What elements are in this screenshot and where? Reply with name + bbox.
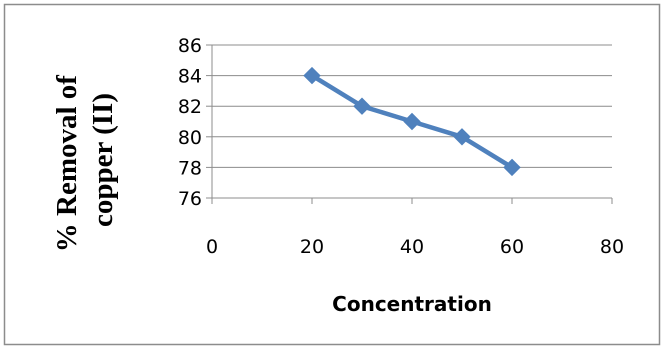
y-axis-title-line-1: % Removal of xyxy=(51,75,83,253)
x-tick-label-60: 60 xyxy=(500,236,524,258)
data-point-30 xyxy=(353,97,371,115)
data-point-40 xyxy=(403,112,421,131)
data-point-60 xyxy=(503,158,521,177)
y-tick-label-78: 78 xyxy=(178,157,202,179)
y-tick-label-76: 76 xyxy=(178,188,202,210)
y-axis-title: % Removal of copper (II) xyxy=(51,68,119,252)
y-tick-label-86: 86 xyxy=(178,35,202,57)
grid-lines xyxy=(212,44,612,168)
x-tick-label-40: 40 xyxy=(400,236,424,258)
y-tick-label-82: 82 xyxy=(178,96,202,118)
x-tick-label-80: 80 xyxy=(600,236,624,258)
x-tick-label-20: 20 xyxy=(300,236,324,258)
chart-frame xyxy=(3,3,661,346)
y-tick-label-84: 84 xyxy=(178,66,202,88)
y-axis-title-line-2: copper (II) xyxy=(87,93,119,227)
tick-labels: 76 78 80 82 84 86 0 20 40 60 80 xyxy=(178,35,624,258)
data-series xyxy=(303,66,521,177)
data-point-20 xyxy=(303,66,321,85)
data-point-50 xyxy=(453,128,471,146)
y-tick-label-80: 80 xyxy=(178,127,202,149)
x-axis-title: Concentration xyxy=(332,292,492,316)
x-tick-label-0: 0 xyxy=(206,236,218,258)
axes xyxy=(206,44,613,204)
